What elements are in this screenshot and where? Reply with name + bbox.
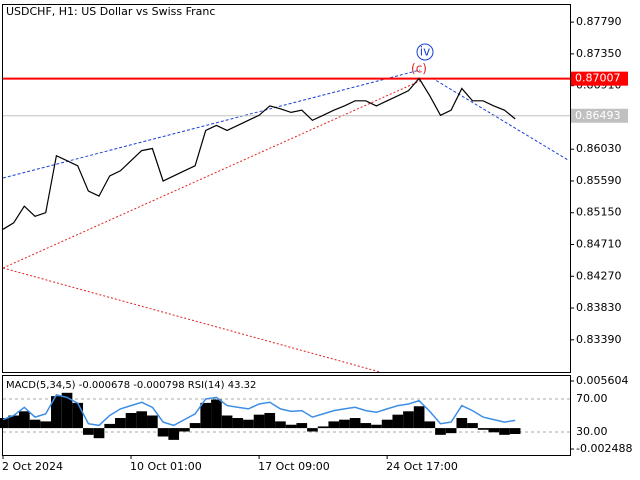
y2-tick-label: 70.00 xyxy=(576,392,608,405)
x-tick-label: 17 Oct 09:00 xyxy=(258,460,330,473)
histogram-bar xyxy=(264,412,276,429)
histogram-bar xyxy=(467,423,478,429)
histogram-bar xyxy=(179,428,190,432)
level-tag xyxy=(571,108,628,123)
indicator-panel-frame xyxy=(2,375,571,456)
y-tick-label: 0.85590 xyxy=(576,174,622,187)
histogram-bar xyxy=(243,419,254,429)
histogram-bar xyxy=(509,428,521,434)
y-tick-label: 0.84710 xyxy=(576,237,622,250)
histogram-bar xyxy=(221,415,233,429)
level-tag xyxy=(571,71,628,86)
histogram-bar xyxy=(349,418,361,429)
price-panel-frame xyxy=(2,4,571,373)
x-tick-label: 24 Oct 17:00 xyxy=(386,460,458,473)
histogram-bar xyxy=(147,415,158,429)
histogram-bar xyxy=(253,414,265,429)
y-tick-label: 0.83830 xyxy=(576,301,622,314)
histogram-bar xyxy=(61,392,73,429)
histogram-bar xyxy=(413,406,425,429)
indicator-title: MACD(5,34,5) -0.000678 -0.000798 RSI(14)… xyxy=(6,380,256,391)
histogram-bar xyxy=(232,418,244,429)
y-tick-label: 0.86030 xyxy=(576,142,622,155)
histogram-bar xyxy=(328,421,340,429)
trend-line xyxy=(2,79,423,269)
histogram-bar xyxy=(157,428,169,437)
histogram-bar xyxy=(40,421,52,429)
wave-label: iv xyxy=(420,45,430,59)
y-tick-label: 0.83390 xyxy=(576,333,622,346)
x-tick-label: 2 Oct 2024 xyxy=(2,460,63,473)
histogram-bar xyxy=(296,423,308,429)
histogram-bar xyxy=(93,428,105,439)
histogram-bar xyxy=(499,428,510,435)
y-tick-label: 0.87790 xyxy=(576,15,622,28)
histogram-bar xyxy=(435,428,446,435)
histogram-bar xyxy=(136,411,148,429)
histogram-bar xyxy=(392,414,404,429)
histogram-bar xyxy=(83,428,94,435)
histogram-bar xyxy=(477,428,489,430)
y-tick-label: 0.84270 xyxy=(576,269,622,282)
histogram-bar xyxy=(72,402,84,429)
histogram-bar xyxy=(125,412,137,429)
y2-tick-label: 30.00 xyxy=(576,425,608,438)
wave-circle xyxy=(416,43,434,61)
histogram-bar xyxy=(189,423,201,429)
histogram-bar xyxy=(317,426,329,429)
histogram-bar xyxy=(8,415,20,429)
trend-line xyxy=(431,77,569,161)
histogram-bar xyxy=(488,428,500,433)
histogram-bar xyxy=(307,428,318,432)
histogram-bar xyxy=(360,423,372,429)
histogram-bar xyxy=(29,419,41,429)
histogram-bar xyxy=(19,411,30,429)
y-tick-label: 0.85150 xyxy=(576,206,622,219)
histogram-bar xyxy=(339,419,350,429)
histogram-bar xyxy=(424,421,436,429)
histogram-bar xyxy=(456,418,468,429)
level-label: 0.87007 xyxy=(575,72,621,85)
y-tick-label: -0.002488 xyxy=(576,442,632,455)
price-line xyxy=(2,77,516,230)
y-tick-label: 0.005604 xyxy=(576,374,629,387)
y-tick-label: 0.87350 xyxy=(576,47,622,60)
histogram-bar xyxy=(0,418,9,429)
wave-label: (c) xyxy=(411,62,427,76)
histogram-bar xyxy=(115,418,126,429)
histogram-bar xyxy=(403,411,414,429)
rsi-line xyxy=(2,394,516,427)
trend-line xyxy=(2,69,421,179)
histogram-bar xyxy=(445,428,457,434)
histogram-bar xyxy=(381,419,393,429)
histogram-bar xyxy=(285,424,297,429)
histogram-bar xyxy=(104,423,116,429)
histogram-bar xyxy=(168,428,180,440)
histogram-bar xyxy=(200,402,212,429)
chart-title: USDCHF, H1: US Dollar vs Swiss Franc xyxy=(6,5,215,18)
histogram-bar xyxy=(51,396,62,429)
level-label: 0.86493 xyxy=(575,109,621,122)
histogram-bar xyxy=(275,421,286,429)
trend-line xyxy=(2,267,381,373)
histogram-bar xyxy=(211,399,222,429)
histogram-bar xyxy=(371,424,382,429)
x-tick-label: 10 Oct 01:00 xyxy=(130,460,202,473)
